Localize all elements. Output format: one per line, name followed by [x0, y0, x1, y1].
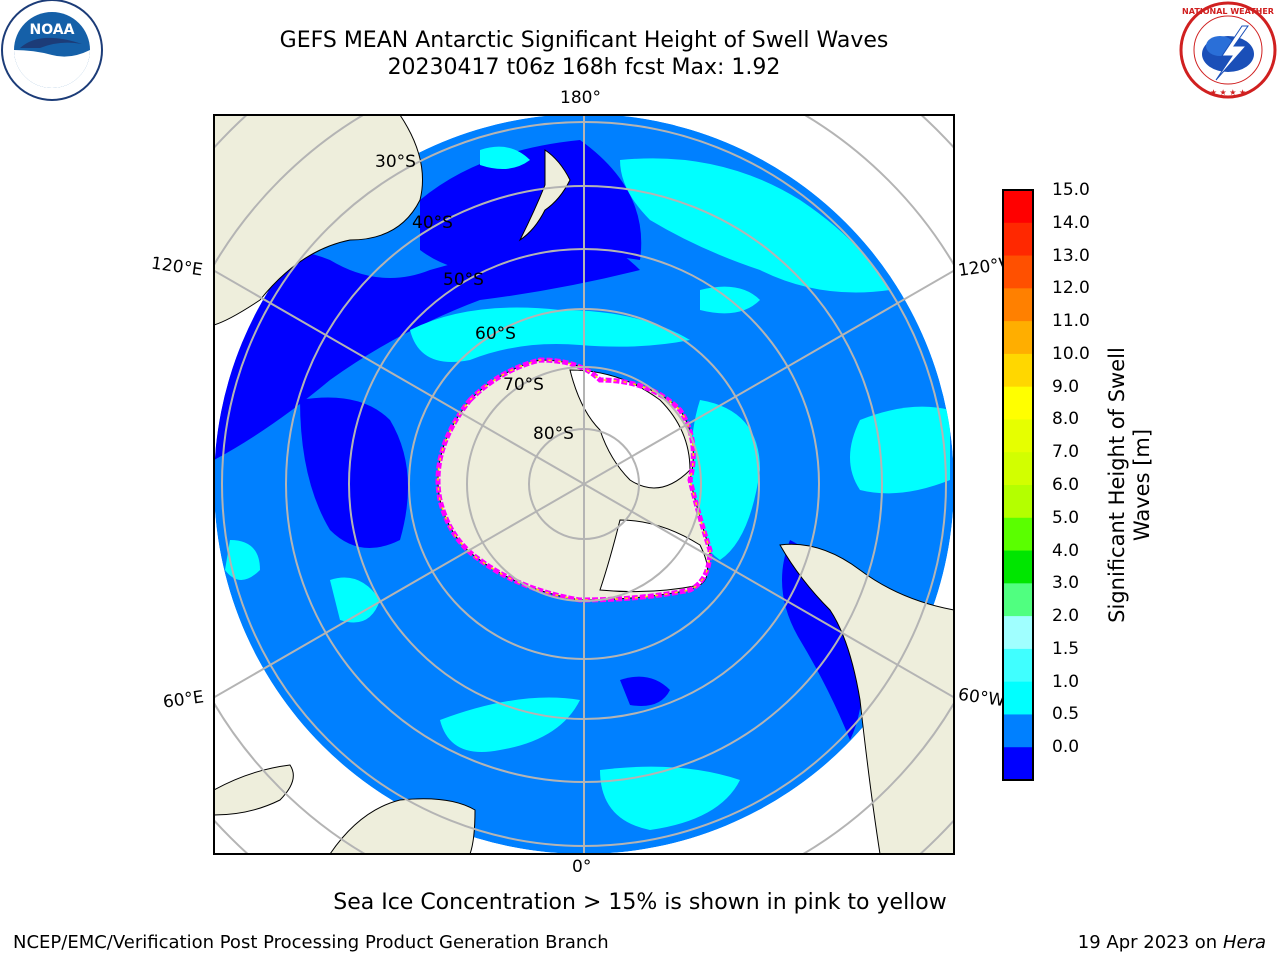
colorbar-segment	[1003, 485, 1033, 519]
footer-machine: Hera	[1222, 932, 1266, 953]
colorbar-segment	[1003, 648, 1033, 683]
lat-label-40s: 40°S	[412, 213, 453, 233]
footer-date-text: 19 Apr 2023 on	[1077, 932, 1218, 953]
lat-label-70s: 70°S	[503, 375, 544, 395]
colorbar-segment	[1003, 419, 1033, 453]
colorbar-tick-label: 11.0	[1052, 311, 1090, 332]
chart-title: GEFS MEAN Antarctic Significant Height o…	[279, 28, 889, 53]
svg-text:★ ★ ★ ★: ★ ★ ★ ★	[1210, 88, 1246, 97]
colorbar-tick-label: 7.0	[1052, 442, 1080, 463]
colorbar-tick-label: 4.0	[1052, 540, 1080, 561]
south-america-land	[779, 543, 954, 854]
colorbar-tick-label: 2.0	[1052, 606, 1080, 627]
colorbar-label: Significant Height of Swell Waves [m]	[1105, 347, 1154, 623]
australia-land	[214, 115, 423, 326]
colorbar-segment	[1003, 222, 1033, 257]
sea-ice-note: Sea Ice Concentration > 15% is shown in …	[333, 890, 947, 915]
noaa-logo-text: NOAA	[30, 22, 75, 38]
colorbar-segment	[1003, 386, 1033, 420]
africa-land	[329, 798, 476, 854]
map-frame	[213, 114, 955, 855]
madagascar-land	[214, 764, 294, 816]
colorbar-segment	[1003, 353, 1033, 388]
colorbar-segment	[1003, 288, 1033, 322]
colorbar-segment	[1003, 583, 1033, 617]
lon-label-0: 0°	[572, 857, 592, 877]
new-zealand-land	[518, 149, 571, 242]
colorbar-tick-label: 13.0	[1052, 245, 1090, 266]
colorbar-segment	[1003, 681, 1033, 715]
colorbar-tick-label: 0.0	[1052, 737, 1080, 758]
footer-date: 19 Apr 2023 on Hera	[1078, 932, 1266, 953]
colorbar-segment	[1003, 190, 1033, 224]
lat-label-50s: 50°S	[443, 270, 484, 290]
colorbar-segment	[1003, 550, 1033, 584]
lat-label-30s: 30°S	[375, 152, 416, 172]
colorbar-segment	[1003, 517, 1033, 552]
nws-logo: NATIONAL WEATHER ★ ★ ★ ★	[1179, 1, 1277, 99]
footer-credit: NCEP/EMC/Verification Post Processing Pr…	[13, 932, 609, 953]
graticule	[214, 115, 954, 854]
colorbar-tick-label: 15.0	[1052, 180, 1090, 200]
colorbar	[1002, 189, 1034, 781]
chart-subtitle: 20230417 t06z 168h fcst Max: 1.92	[387, 55, 781, 80]
colorbar-segment	[1003, 616, 1033, 650]
colorbar-tick-label: 9.0	[1052, 376, 1080, 397]
colorbar-tick-label: 1.0	[1052, 671, 1080, 692]
colorbar-segment	[1003, 747, 1033, 781]
noaa-logo: NOAA	[1, 0, 103, 101]
colorbar-tick-label: 6.0	[1052, 475, 1080, 495]
colorbar-segment	[1003, 714, 1033, 748]
colorbar-tick-label: 5.0	[1052, 507, 1080, 528]
colorbar-tick-label: 1.5	[1052, 638, 1080, 659]
colorbar-segment	[1003, 321, 1033, 355]
colorbar-tick-label: 0.5	[1052, 704, 1080, 725]
colorbar-tick-label: 12.0	[1052, 278, 1090, 299]
lat-label-60s: 60°S	[475, 324, 516, 344]
svg-text:NATIONAL WEATHER: NATIONAL WEATHER	[1182, 7, 1274, 16]
lat-label-80s: 80°S	[533, 424, 574, 444]
colorbar-tick-label: 3.0	[1052, 573, 1080, 594]
colorbar-tick-label: 8.0	[1052, 409, 1080, 430]
colorbar-segment	[1003, 255, 1033, 289]
colorbar-segment	[1003, 452, 1033, 486]
lon-label-180: 180°	[560, 88, 601, 108]
colorbar-tick-label: 14.0	[1052, 212, 1090, 233]
colorbar-tick-label: 10.0	[1052, 343, 1090, 364]
